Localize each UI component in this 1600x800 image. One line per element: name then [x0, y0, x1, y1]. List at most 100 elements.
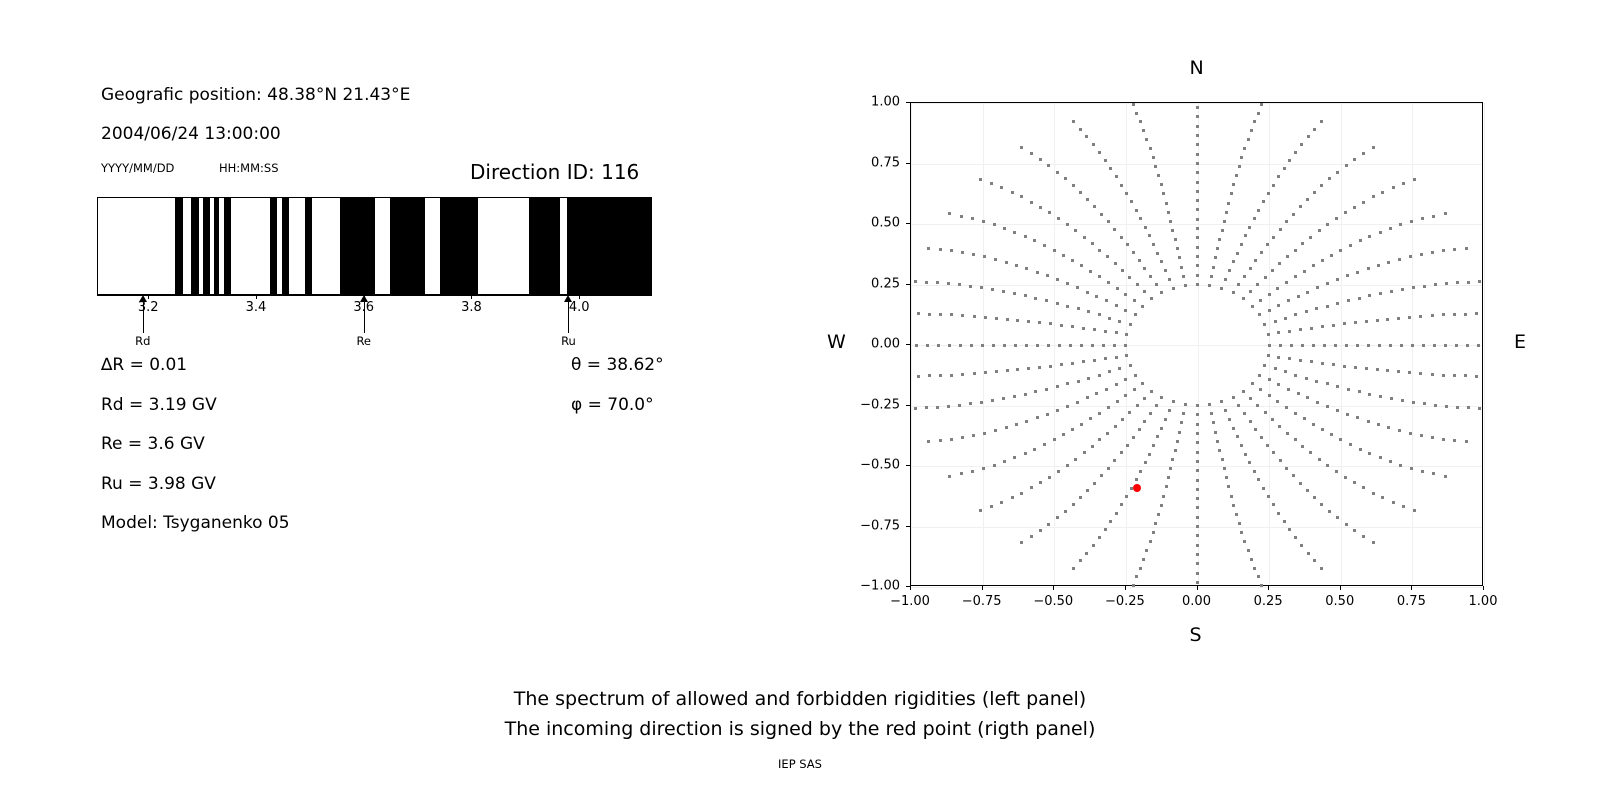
direction-dot	[928, 312, 932, 316]
direction-dot	[1278, 424, 1282, 428]
direction-dot	[1344, 343, 1348, 347]
direction-dot	[1270, 268, 1274, 272]
direction-dot	[1171, 286, 1175, 290]
direction-dot	[1196, 115, 1199, 119]
direction-dot	[1304, 310, 1308, 314]
y-tick	[906, 344, 910, 345]
direction-dot	[1242, 411, 1246, 415]
direction-dot	[1376, 423, 1380, 427]
direction-dot	[948, 474, 952, 478]
gridline-vertical	[1340, 103, 1342, 585]
direction-dot	[1368, 451, 1372, 455]
direction-dot	[1196, 199, 1199, 203]
direction-dot	[1362, 200, 1365, 204]
direction-dot	[1128, 364, 1132, 368]
direction-dot	[1055, 385, 1059, 389]
direction-dot	[1115, 286, 1119, 290]
direction-dot	[1125, 332, 1129, 336]
direction-dot	[1254, 259, 1258, 263]
direction-dot	[1056, 278, 1060, 282]
direction-dot	[1331, 323, 1335, 327]
x-tick	[148, 295, 150, 299]
direction-dot	[1121, 418, 1125, 422]
y-tick	[906, 465, 910, 466]
direction-dot	[1103, 159, 1107, 163]
direction-dot	[1232, 260, 1235, 264]
direction-dot	[959, 214, 963, 218]
x-tick-label: 4.0	[568, 300, 590, 315]
direction-dot	[961, 314, 965, 318]
x-tick-label: 0.50	[1325, 594, 1355, 609]
direction-dot	[1237, 521, 1241, 525]
direction-dot	[1114, 304, 1118, 308]
direction-dot	[1391, 186, 1395, 190]
direction-dot	[1196, 404, 1199, 407]
selected-direction-point[interactable]	[1133, 483, 1142, 492]
direction-dot	[1258, 373, 1262, 377]
param-phi: φ = 70.0°	[571, 395, 654, 415]
direction-dot	[1375, 318, 1379, 322]
direction-dot	[1091, 343, 1095, 347]
direction-dot	[1371, 195, 1375, 199]
direction-dot	[1020, 146, 1024, 150]
direction-dot	[1387, 426, 1391, 430]
direction-dot	[1358, 239, 1362, 243]
direction-dot	[947, 282, 951, 286]
direction-dot	[1453, 439, 1457, 443]
direction-dot	[1089, 417, 1093, 421]
direction-dot	[1273, 319, 1277, 323]
direction-dot	[1388, 227, 1392, 231]
direction-dot	[1066, 282, 1069, 286]
direction-dot	[948, 212, 952, 216]
direction-dot	[1309, 235, 1313, 239]
direction-dot	[1133, 313, 1137, 317]
direction-dot	[1326, 223, 1330, 227]
direction-dot	[1320, 427, 1324, 431]
direction-dot	[1294, 373, 1298, 377]
direction-dot	[1196, 487, 1199, 491]
geographic-position-text: Geografic position: 48.38°N 21.43°E	[101, 85, 411, 105]
direction-dot	[1399, 223, 1403, 227]
direction-dot	[1160, 291, 1164, 295]
direction-dot	[1055, 301, 1059, 305]
direction-dot	[994, 316, 998, 320]
direction-dot	[1029, 486, 1033, 490]
forbidden-band	[175, 198, 183, 294]
direction-dot	[939, 374, 943, 378]
direction-dot	[1055, 516, 1059, 520]
direction-dot	[1151, 530, 1155, 534]
direction-dot	[1087, 310, 1091, 314]
y-tick	[906, 404, 910, 406]
direction-dot	[1288, 159, 1292, 163]
y-tick-label: 0.50	[871, 215, 900, 231]
direction-dot	[1246, 548, 1250, 552]
direction-dot	[917, 312, 921, 316]
direction-dot	[1218, 238, 1222, 242]
direction-dot	[1045, 299, 1048, 303]
direction-dot	[1379, 291, 1383, 295]
direction-dot	[1128, 411, 1132, 415]
direction-dot	[1248, 225, 1252, 229]
direction-dot	[1095, 391, 1099, 395]
direction-dot	[1259, 298, 1263, 302]
direction-dot	[1313, 559, 1317, 563]
direction-dot	[1293, 275, 1297, 279]
direction-dot	[1267, 308, 1271, 312]
direction-dot	[1400, 287, 1404, 291]
marker-label-re: Re	[356, 334, 371, 348]
direction-dot	[1103, 357, 1107, 361]
direction-dot	[1142, 557, 1146, 561]
direction-dot	[1368, 294, 1372, 298]
direction-dot	[1353, 158, 1357, 161]
direction-dot	[1149, 275, 1153, 279]
direction-dot	[1272, 235, 1276, 239]
direction-dot	[1035, 270, 1039, 274]
direction-dot	[1220, 400, 1224, 404]
direction-dot	[1325, 304, 1329, 308]
x-tick-label: 3.4	[245, 300, 267, 315]
direction-dot	[1091, 143, 1095, 147]
direction-dot	[1408, 255, 1412, 259]
direction-dot	[1081, 360, 1085, 364]
marker-label-rd: Rd	[135, 334, 151, 348]
